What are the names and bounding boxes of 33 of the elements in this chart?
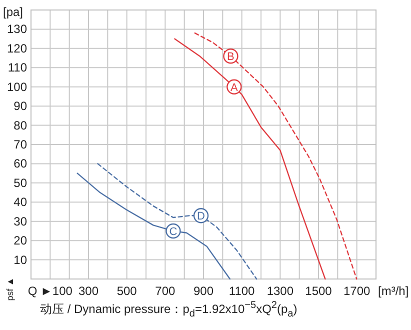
x-tick-label: 1300 (266, 284, 294, 298)
text: 动压 / Dynamic pressure：p$_{d}$=1.92x10$^{−5}$xQ$^{2}$(p$_{a}$) (40, 300, 298, 320)
y-tick-label: 110 (8, 60, 28, 75)
line-series (194, 32, 358, 280)
y-tick-label: 120 (6, 41, 28, 56)
y-tick-label: 90 (14, 99, 28, 114)
y-tick-label: 80 (14, 118, 28, 132)
x-tick-label: 700 (155, 284, 176, 298)
line-series (76, 172, 231, 280)
y-tick-label: 100 (6, 80, 28, 94)
y-tick-label: 50 (14, 176, 28, 190)
x-axis-title: [m³/h] (378, 284, 409, 298)
x-tick-label: 500 (116, 284, 138, 298)
y-tick-label: 130 (6, 22, 28, 36)
annotation: D (197, 210, 206, 223)
x-tick-label: Q ►100 (28, 284, 73, 298)
x-tick-label: 1500 (305, 284, 332, 298)
x-tick-label: 1700 (343, 284, 371, 298)
y-tick-label: 40 (14, 195, 28, 210)
y-tick-label: 30 (14, 214, 28, 228)
y-tick-label: 10 (14, 252, 28, 267)
y-tick-label: 70 (14, 138, 28, 152)
line-series (97, 163, 258, 280)
y-axis-title: [pa] (3, 5, 24, 19)
text: psf ▲ (5, 277, 15, 301)
annotation: A (230, 82, 238, 94)
y-tick-label: 60 (14, 156, 28, 171)
y-tick-label: 20 (14, 234, 28, 248)
x-tick-label: 900 (193, 284, 214, 298)
x-tick-label: 300 (78, 284, 99, 298)
annotation: C (169, 226, 178, 238)
annotation: B (227, 51, 234, 64)
x-tick-label: 1100 (228, 284, 256, 298)
